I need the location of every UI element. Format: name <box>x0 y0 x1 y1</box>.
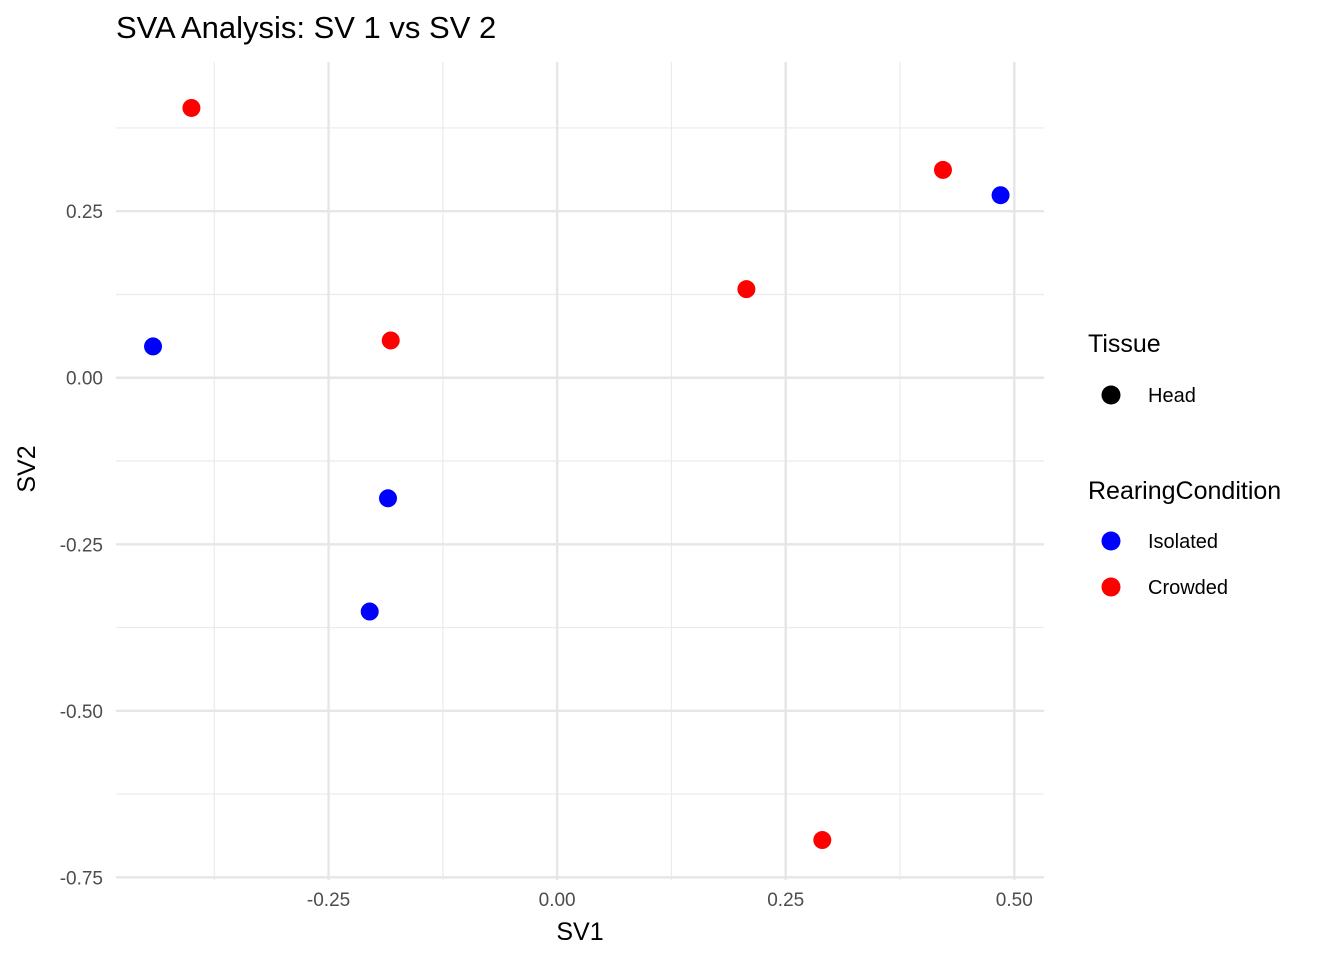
x-tick-label: 0.00 <box>539 890 576 911</box>
data-point-crowded <box>737 280 756 299</box>
x-tick-label: 0.25 <box>767 890 804 911</box>
data-point-crowded <box>933 160 952 179</box>
y-tick-label: -0.50 <box>60 702 103 723</box>
data-point-isolated <box>360 602 379 621</box>
y-tick-label: -0.25 <box>60 535 103 556</box>
x-tick-labels: -0.25 0.00 0.25 0.50 <box>307 890 1033 911</box>
x-axis-title: SV1 <box>556 918 603 946</box>
chart-title: SVA Analysis: SV 1 vs SV 2 <box>116 10 496 45</box>
legend-key <box>1101 577 1121 597</box>
x-tick-label: -0.25 <box>307 890 350 911</box>
legend: Tissue Head RearingCondition Isolated Crowde… <box>1088 330 1281 599</box>
legend-label: Isolated <box>1148 531 1218 553</box>
y-tick-labels: 0.25 0.00 -0.25 -0.50 -0.75 <box>60 202 103 889</box>
y-tick-label: -0.75 <box>60 868 103 889</box>
data-point-isolated <box>991 186 1010 205</box>
data-point-crowded <box>182 98 201 117</box>
legend-title: RearingCondition <box>1088 477 1281 505</box>
data-points <box>144 98 1010 850</box>
legend-label: Head <box>1148 385 1196 407</box>
x-tick-label: 0.50 <box>996 890 1033 911</box>
legend-label: Crowded <box>1148 577 1228 599</box>
legend-title: Tissue <box>1088 330 1161 358</box>
y-axis-title: SV2 <box>13 445 41 492</box>
y-tick-label: 0.25 <box>66 202 103 223</box>
y-tick-label: 0.00 <box>66 369 103 390</box>
grid <box>116 62 1044 880</box>
legend-key <box>1101 385 1121 405</box>
data-point-isolated <box>379 489 397 508</box>
data-point-crowded <box>381 331 400 350</box>
data-point-isolated <box>144 337 163 356</box>
data-point-crowded <box>813 831 832 850</box>
legend-key <box>1101 531 1121 551</box>
